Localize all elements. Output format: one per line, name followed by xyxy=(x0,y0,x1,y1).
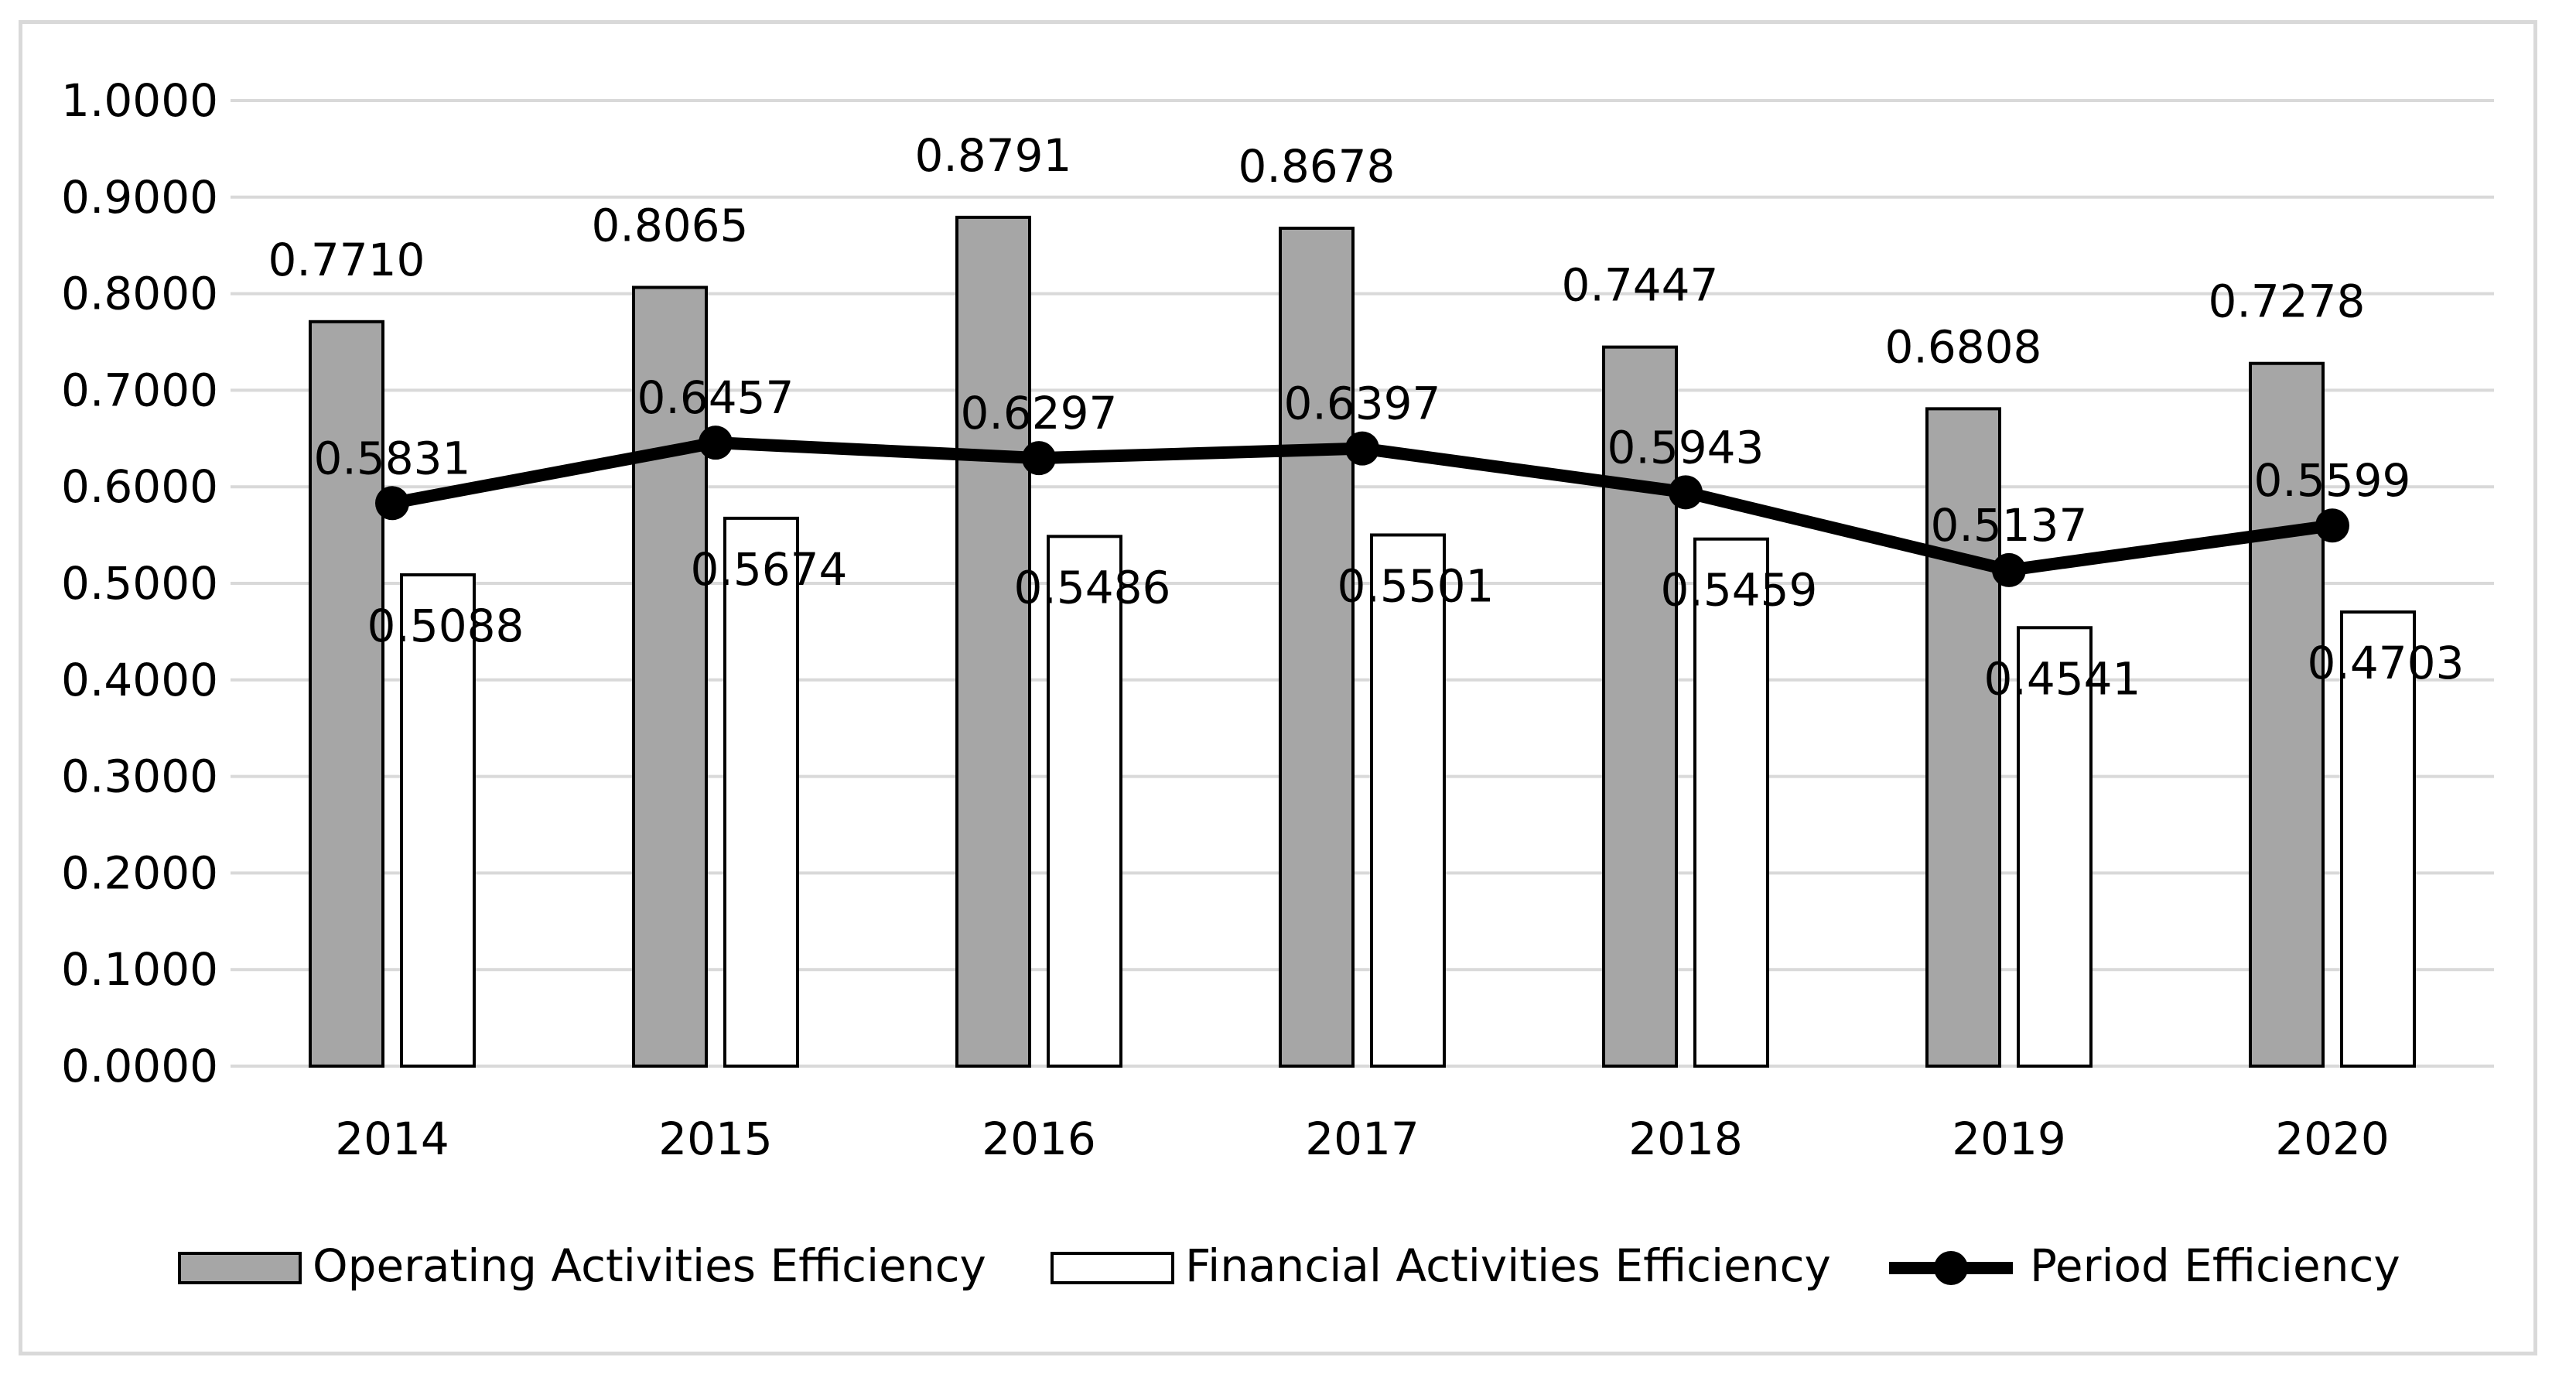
financial-data-label-2019: 0.4541 xyxy=(1984,652,2141,705)
period-efficiency-point-2015 xyxy=(699,426,733,460)
period-data-label-2017: 0.6397 xyxy=(1284,378,1441,430)
financial-bar-2018 xyxy=(1693,537,1769,1068)
operating-data-label-2018: 0.7447 xyxy=(1562,259,1719,312)
period-efficiency-point-2018 xyxy=(1669,475,1703,510)
operating-data-label-2014: 0.7710 xyxy=(268,234,425,286)
y-tick-label: 0.9000 xyxy=(61,171,218,224)
operating-bar-2020 xyxy=(2249,361,2325,1068)
y-tick-label: 0.4000 xyxy=(61,654,218,706)
legend-label-financial: Financial Activities Efficiency xyxy=(1185,1239,1831,1292)
x-tick-label-2020: 2020 xyxy=(2275,1113,2390,1165)
operating-data-label-2015: 0.8065 xyxy=(592,199,749,251)
operating-bar-2017 xyxy=(1279,226,1355,1068)
financial-bar-2016 xyxy=(1047,535,1122,1068)
period-data-label-2018: 0.5943 xyxy=(1607,421,1765,473)
legend: Operating Activities Efficiency Financia… xyxy=(178,1239,2400,1292)
y-tick-label: 0.3000 xyxy=(61,750,218,803)
financial-bar-2017 xyxy=(1370,533,1446,1068)
y-tick-label: 0.1000 xyxy=(61,943,218,996)
operating-data-label-2019: 0.6808 xyxy=(1885,320,2042,373)
y-tick-label: 0.2000 xyxy=(61,846,218,899)
period-data-label-2016: 0.6297 xyxy=(961,387,1118,439)
financial-bar-2020 xyxy=(2340,610,2416,1068)
period-efficiency-point-2014 xyxy=(375,486,409,521)
period-efficiency-point-2020 xyxy=(2315,508,2349,543)
period-efficiency-point-2019 xyxy=(1992,552,2026,587)
chart-frame xyxy=(19,20,2537,1355)
operating-bar-2019 xyxy=(1925,407,2001,1068)
financial-data-label-2015: 0.5674 xyxy=(691,543,848,596)
y-tick-label: 0.8000 xyxy=(61,268,218,320)
legend-label-period: Period Efficiency xyxy=(2030,1239,2400,1292)
x-tick-label-2015: 2015 xyxy=(658,1113,773,1165)
operating-data-label-2017: 0.8678 xyxy=(1238,140,1396,193)
financial-bar-2019 xyxy=(2017,626,2093,1068)
financial-data-label-2016: 0.5486 xyxy=(1014,561,1171,614)
data-labels: 0.7710 0.5088 0.5831 0.8065 0.5674 0.6457 0.87… xyxy=(268,129,2465,705)
y-tick-label: 0.7000 xyxy=(61,364,218,416)
legend-label-operating: Operating Activities Efficiency xyxy=(313,1239,986,1292)
x-tick-label-2019: 2019 xyxy=(1952,1113,2066,1165)
legend-swatch-period-marker xyxy=(1934,1251,1968,1285)
period-data-label-2014: 0.5831 xyxy=(314,432,471,484)
y-tick-label: 0.6000 xyxy=(61,460,218,513)
operating-bar-2018 xyxy=(1602,345,1678,1068)
y-tick-label: 0.0000 xyxy=(61,1040,218,1092)
period-data-label-2015: 0.6457 xyxy=(637,371,794,424)
operating-bar-2014 xyxy=(309,320,384,1068)
x-tick-label-2017: 2017 xyxy=(1305,1113,1420,1165)
operating-bar-2015 xyxy=(632,285,708,1068)
financial-data-label-2014: 0.5088 xyxy=(367,600,524,652)
x-axis-ticks: 2014 2015 2016 2017 2018 2019 2020 xyxy=(335,1113,2390,1165)
period-efficiency-line xyxy=(375,426,2349,587)
financial-bar-2015 xyxy=(723,516,799,1068)
x-tick-label-2014: 2014 xyxy=(335,1113,449,1165)
period-data-label-2020: 0.5599 xyxy=(2254,454,2411,507)
x-tick-label-2018: 2018 xyxy=(1628,1113,1743,1165)
x-tick-label-2016: 2016 xyxy=(982,1113,1096,1165)
y-tick-label: 0.5000 xyxy=(61,557,218,610)
y-tick-label: 1.0000 xyxy=(61,74,218,127)
operating-data-label-2016: 0.8791 xyxy=(915,129,1072,182)
financial-data-label-2020: 0.4703 xyxy=(2308,637,2465,689)
financial-data-label-2018: 0.5459 xyxy=(1661,564,1818,617)
y-axis-ticks: 0.0000 0.1000 0.2000 0.3000 0.4000 0.5000 0.60… xyxy=(61,74,218,1092)
financial-data-label-2017: 0.5501 xyxy=(1338,559,1495,612)
period-efficiency-point-2016 xyxy=(1022,441,1056,476)
period-efficiency-point-2017 xyxy=(1345,431,1379,466)
gridlines xyxy=(231,99,2494,1068)
legend-swatch-financial xyxy=(1051,1252,1174,1284)
legend-swatch-operating xyxy=(178,1252,302,1284)
operating-bar-2016 xyxy=(955,215,1031,1068)
period-data-label-2019: 0.5137 xyxy=(1931,499,2088,552)
bars xyxy=(309,215,2416,1068)
financial-bar-2014 xyxy=(400,573,476,1068)
operating-data-label-2020: 0.7278 xyxy=(2209,275,2366,328)
